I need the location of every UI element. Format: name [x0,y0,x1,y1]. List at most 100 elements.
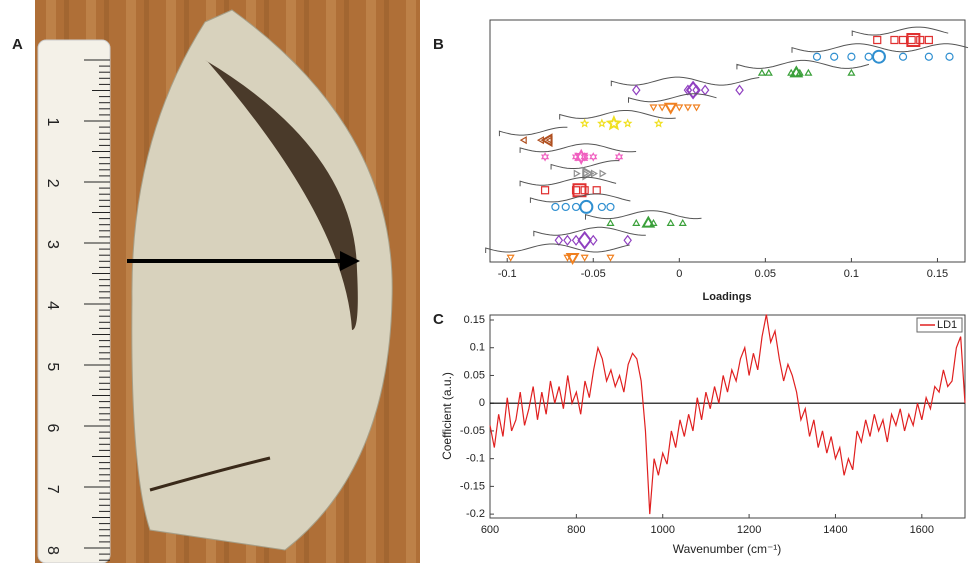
point [563,234,572,246]
y-axis-label: Coefficient (a.u.) [440,372,454,460]
ruler-label: 8 [44,546,61,555]
density-curve [584,210,702,220]
point [916,35,925,45]
x-tick-label: 800 [567,524,585,536]
density-curve [529,193,631,203]
y-tick-label: 0.1 [470,342,485,354]
point [804,68,813,76]
y-tick-label: 0.15 [464,314,485,326]
mean-point [565,252,580,265]
point [683,104,692,112]
plot-frame [489,19,966,263]
x-tick-label: 0.1 [844,268,859,280]
ruler-label: 6 [44,424,61,433]
ruler-label: 1 [44,118,61,127]
point [847,68,856,76]
point [540,186,550,195]
arrow-head [340,251,360,271]
plot-frame [489,314,966,519]
panel-label: A [12,36,23,53]
mean-point [663,102,678,115]
x-tick-label: 600 [481,524,499,536]
density-curve [485,243,630,253]
photo: 1 2 3 4 5 6 7 8 [35,0,420,563]
mean-point [579,199,594,214]
disc [131,9,393,551]
point [571,234,581,246]
x-tick-label: -0.05 [581,268,606,280]
ruler-label: 2 [44,179,61,188]
point [551,202,560,212]
density-curve [533,226,646,237]
x-tick-label: 0.15 [927,268,948,280]
density-curve [559,110,676,120]
point [579,118,590,128]
ruler-label: 7 [44,485,61,494]
ruler-label: 4 [44,301,61,310]
ruler-ticks: 1 2 3 4 5 6 7 8 [44,59,110,561]
x-tick-label: 1200 [737,524,761,536]
point [623,234,632,246]
point [580,254,589,262]
y-tick-label: -0.05 [460,425,485,437]
y-tick-label: 0.05 [464,369,485,381]
legend-box [916,317,963,333]
mean-point [540,133,553,148]
point [830,52,839,61]
point [632,218,641,226]
mean-point [574,148,589,166]
point [589,234,598,246]
point [599,169,607,178]
point [675,104,684,112]
ruler-label: 3 [44,240,61,249]
point [924,35,933,45]
point [597,118,607,128]
mean-point [605,114,623,131]
x-tick-label: -0.1 [498,268,517,280]
mean-point [572,183,587,198]
mean-point [685,80,701,100]
point [506,254,515,262]
x-tick-label: 1400 [823,524,847,536]
point [873,35,882,45]
point [540,152,550,162]
point [589,152,598,162]
point [847,52,856,61]
point [519,136,527,145]
x-tick-label: 0.05 [755,268,776,280]
point [606,254,615,262]
mean-point [871,49,886,64]
point [649,104,658,112]
panel-label: C [433,311,444,328]
ruler [37,39,111,563]
point [692,104,701,112]
density-curve [498,126,568,137]
point [658,104,667,112]
point [924,52,933,61]
mean-point [906,33,921,48]
point [622,118,633,128]
density-curve [791,43,969,53]
point [597,202,606,212]
mean-point [789,65,804,78]
point [632,84,641,96]
line [489,314,966,515]
x-tick-label: 1600 [910,524,934,536]
point [812,52,822,61]
crack [149,456,271,492]
point [666,218,675,226]
point [898,52,908,61]
y-tick-label: -0.2 [466,508,485,520]
point [764,68,773,76]
point [678,218,687,226]
ruler-label: 5 [44,362,61,371]
crack [205,60,358,330]
density-curve [610,76,760,87]
point [573,169,581,178]
mean-point [582,166,595,181]
y-tick-label: -0.15 [460,480,485,492]
x-axis-label: Loadings [703,291,752,303]
mean-point [577,230,592,250]
density-curve [736,59,870,70]
